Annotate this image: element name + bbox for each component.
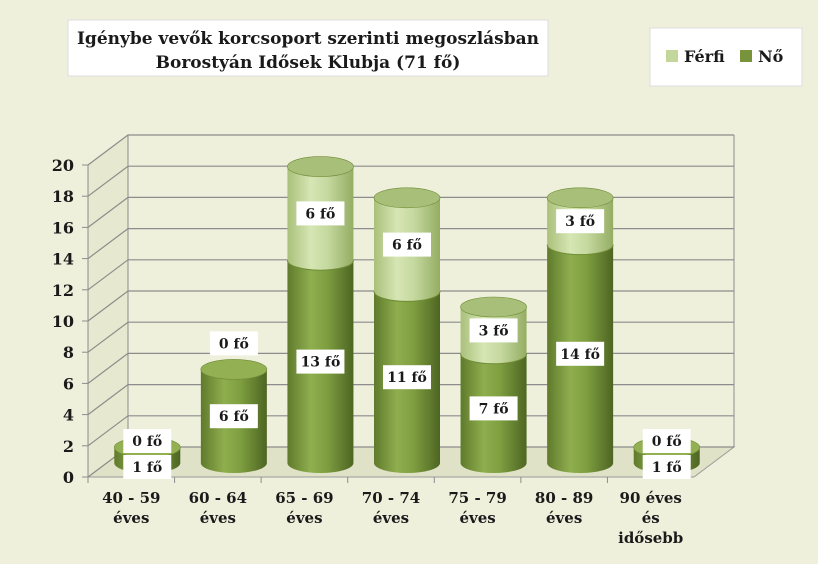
data-label-no-text: 1 fő <box>132 460 162 476</box>
data-label-no-box <box>556 341 605 366</box>
data-label-no: 6 fő <box>209 404 258 429</box>
data-label-ferfi: 0 fő <box>642 429 691 453</box>
data-label-no-text: 7 fő <box>479 401 509 417</box>
y-tick-label: 18 <box>52 187 74 206</box>
title-box: Igénybe vevők korcsoport szerinti megosz… <box>67 19 549 77</box>
data-label-no: 1 fő <box>642 455 691 479</box>
data-label-no-box <box>209 404 258 429</box>
data-label-no-box <box>296 349 345 374</box>
title-background <box>67 19 549 77</box>
y-tick-label: 16 <box>52 218 74 237</box>
data-label-no: 13 fő <box>296 349 345 374</box>
legend-swatch-ferfi <box>666 50 678 62</box>
x-tick-label: 40 - 59 <box>102 489 160 507</box>
data-label-ferfi-text: 3 fő <box>565 214 595 230</box>
y-tick-label: 6 <box>63 374 74 393</box>
data-label-no-text: 1 fő <box>652 460 682 476</box>
bar-seam <box>546 244 614 256</box>
bar-top <box>373 187 441 209</box>
y-tick-label: 0 <box>63 468 74 487</box>
data-label-no-text: 6 fő <box>219 409 249 425</box>
label-layer: 1 fő 0 fő 6 fő 0 fő 13 fő 6 fő 11 fő 6 fő 7 fő 3 … <box>123 201 691 479</box>
bar-seam <box>373 291 441 302</box>
x-tick-label: éves <box>459 509 495 527</box>
axis-layer: 0 2 4 6 8 10 12 14 16 18 20 40 - 59 éves 60 - 64 éves 6… <box>52 135 735 547</box>
bar-top <box>200 359 268 380</box>
data-label-ferfi-text: 3 fő <box>479 323 509 339</box>
x-tick-label: 75 - 79 <box>448 489 506 507</box>
data-label-no-box <box>383 365 431 390</box>
y-tick-label: 14 <box>52 250 74 269</box>
x-tick-label: éves <box>200 509 236 527</box>
data-label-ferfi-box <box>296 201 345 226</box>
x-tick-label: és <box>642 509 660 527</box>
bar-top <box>287 156 354 177</box>
data-label-no-box <box>123 455 172 479</box>
data-label-ferfi-box <box>642 429 691 453</box>
y-tick-label: 12 <box>52 281 74 300</box>
data-label-ferfi-box <box>383 232 431 257</box>
bar-top <box>546 187 614 209</box>
y-tick-label: 8 <box>63 343 74 362</box>
x-tick-label: 90 éves <box>620 489 682 507</box>
data-label-no: 1 fő <box>123 455 172 479</box>
data-label-ferfi-box <box>469 318 518 343</box>
data-label-no-box <box>469 396 518 421</box>
x-tick-label: éves <box>113 509 149 527</box>
legend-label-ferfi: Férfi <box>684 47 725 66</box>
chart-title: Igénybe vevők korcsoport szerinti megosz… <box>77 29 539 49</box>
y-tick-label: 4 <box>63 406 74 425</box>
data-label-ferfi-box <box>209 331 258 356</box>
data-label-no: 7 fő <box>469 396 518 421</box>
y-tick-label: 20 <box>52 156 74 175</box>
x-tick-label: éves <box>546 509 582 527</box>
x-tick-label: éves <box>286 509 322 527</box>
data-label-ferfi: 6 fő <box>383 232 431 257</box>
y-tick-label: 10 <box>52 312 74 331</box>
bar-top <box>460 296 527 318</box>
chart-subtitle: Borostyán Idősek Klubja (71 fő) <box>156 53 461 73</box>
legend-swatch-no <box>740 50 752 62</box>
x-tick-label: 65 - 69 <box>275 489 333 507</box>
data-label-no-text: 13 fő <box>301 355 341 371</box>
x-tick-label: 70 - 74 <box>362 489 420 507</box>
data-label-ferfi-box <box>556 209 605 234</box>
data-label-ferfi-text: 6 fő <box>392 238 422 254</box>
x-tick-label: éves <box>373 509 409 527</box>
y-tick-label: 2 <box>63 437 74 456</box>
data-label-ferfi-text: 0 fő <box>219 336 249 352</box>
x-tick-label: 80 - 89 <box>535 489 593 507</box>
legend: Férfi Nő <box>649 27 803 87</box>
data-label-ferfi: 3 fő <box>469 318 518 343</box>
data-label-no: 11 fő <box>383 365 431 390</box>
legend-label-no: Nő <box>758 47 784 66</box>
data-label-ferfi: 0 fő <box>209 331 258 356</box>
data-label-no-text: 14 fő <box>560 347 600 363</box>
data-label-ferfi-text: 0 fő <box>652 434 682 450</box>
x-tick-label: idősebb <box>618 529 683 547</box>
data-label-ferfi-text: 6 fő <box>305 206 335 222</box>
data-label-ferfi: 3 fő <box>556 209 605 234</box>
data-label-ferfi: 0 fő <box>123 429 172 453</box>
data-label-ferfi-box <box>123 429 172 453</box>
data-label-no-text: 11 fő <box>387 370 427 386</box>
data-label-ferfi: 6 fő <box>296 201 345 226</box>
data-label-ferfi-text: 0 fő <box>132 434 162 450</box>
bar-seam <box>460 353 528 365</box>
x-tick-label: 60 - 64 <box>189 489 247 507</box>
data-label-no-box <box>642 455 691 479</box>
data-label-no: 14 fő <box>556 341 605 366</box>
bar-seam <box>286 260 354 271</box>
